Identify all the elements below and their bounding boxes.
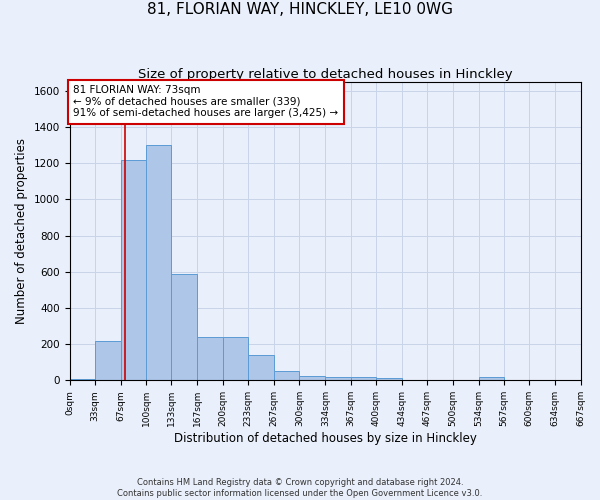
Bar <box>299 376 325 380</box>
Bar <box>197 337 223 380</box>
Bar <box>172 274 197 380</box>
Bar <box>376 378 402 380</box>
Bar <box>248 355 274 380</box>
Text: Contains HM Land Registry data © Crown copyright and database right 2024.
Contai: Contains HM Land Registry data © Crown c… <box>118 478 482 498</box>
Bar <box>274 372 299 380</box>
Title: Size of property relative to detached houses in Hinckley: Size of property relative to detached ho… <box>138 68 512 80</box>
Bar <box>223 337 248 380</box>
X-axis label: Distribution of detached houses by size in Hinckley: Distribution of detached houses by size … <box>173 432 476 445</box>
Bar <box>479 376 504 380</box>
Bar <box>350 376 376 380</box>
Bar <box>121 160 146 380</box>
Bar <box>70 378 95 380</box>
Y-axis label: Number of detached properties: Number of detached properties <box>15 138 28 324</box>
Bar <box>95 340 121 380</box>
Bar <box>146 145 172 380</box>
Text: 81 FLORIAN WAY: 73sqm
← 9% of detached houses are smaller (339)
91% of semi-deta: 81 FLORIAN WAY: 73sqm ← 9% of detached h… <box>73 86 338 118</box>
Bar <box>325 376 350 380</box>
Text: 81, FLORIAN WAY, HINCKLEY, LE10 0WG: 81, FLORIAN WAY, HINCKLEY, LE10 0WG <box>147 2 453 18</box>
